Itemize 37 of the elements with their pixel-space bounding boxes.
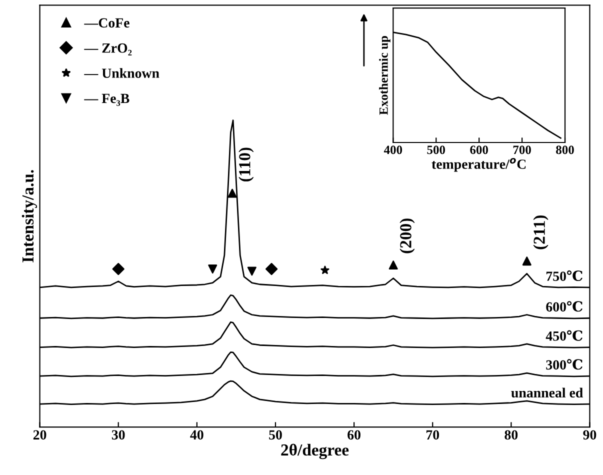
point [247, 266, 256, 276]
x-tick-label: 50 [269, 430, 282, 440]
y-axis-title: Intensity/a.u. [22, 170, 38, 262]
x-tick-label: 40 [190, 430, 204, 440]
x-axis-title: 2θ/degree [281, 444, 349, 460]
x-tick-label: 90 [583, 430, 596, 440]
series-label: 750℃ [546, 270, 582, 282]
series-label: unanneal ed [511, 388, 583, 398]
x-tick-label: 70 [426, 430, 440, 440]
legend-label: —CoFe [84, 18, 130, 28]
series-label: 450℃ [546, 330, 582, 341]
legend-label: — Fe₃B [84, 94, 130, 106]
point [388, 260, 398, 270]
x-tick-label: 60 [348, 430, 360, 440]
annotation: (110) [238, 148, 254, 182]
series-label: 300℃ [546, 359, 582, 370]
annotation: (200) [400, 218, 415, 254]
series-label: 600℃ [546, 301, 582, 312]
point [522, 256, 532, 266]
x-tick-label: 80 [504, 430, 518, 440]
x-tick-label: 20 [33, 430, 46, 440]
point [265, 262, 278, 276]
legend-label: — ZrO₂ [84, 43, 132, 56]
point [228, 188, 237, 198]
x-tick-label: 600 [470, 146, 488, 154]
legend-label: — Unknown [84, 68, 160, 78]
x-tick-label: 700 [513, 146, 531, 154]
point [320, 266, 330, 274]
x-tick-label: 500 [427, 146, 446, 154]
x-tick-label: 400 [384, 146, 402, 154]
x-tick-label: 800 [556, 146, 574, 154]
point [208, 264, 218, 274]
point [112, 262, 124, 276]
annotation: (211) [533, 216, 548, 250]
x-axis-title: temperature/$^{o}$C [432, 158, 526, 172]
x-tick-label: 30 [112, 430, 125, 440]
y-axis-title: Exothermic up [379, 36, 390, 115]
